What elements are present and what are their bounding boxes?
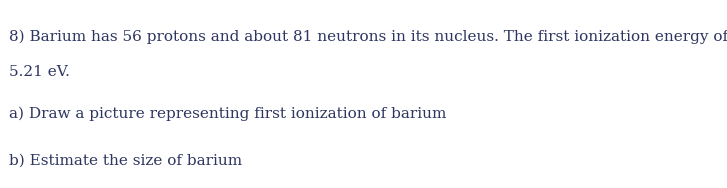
Text: 8) Barium has 56 protons and about 81 neutrons in its nucleus. The first ionizat: 8) Barium has 56 protons and about 81 ne…: [9, 29, 727, 44]
Text: a) Draw a picture representing first ionization of barium: a) Draw a picture representing first ion…: [9, 106, 447, 121]
Text: 5.21 eV.: 5.21 eV.: [9, 65, 71, 79]
Text: b) Estimate the size of barium: b) Estimate the size of barium: [9, 153, 243, 167]
